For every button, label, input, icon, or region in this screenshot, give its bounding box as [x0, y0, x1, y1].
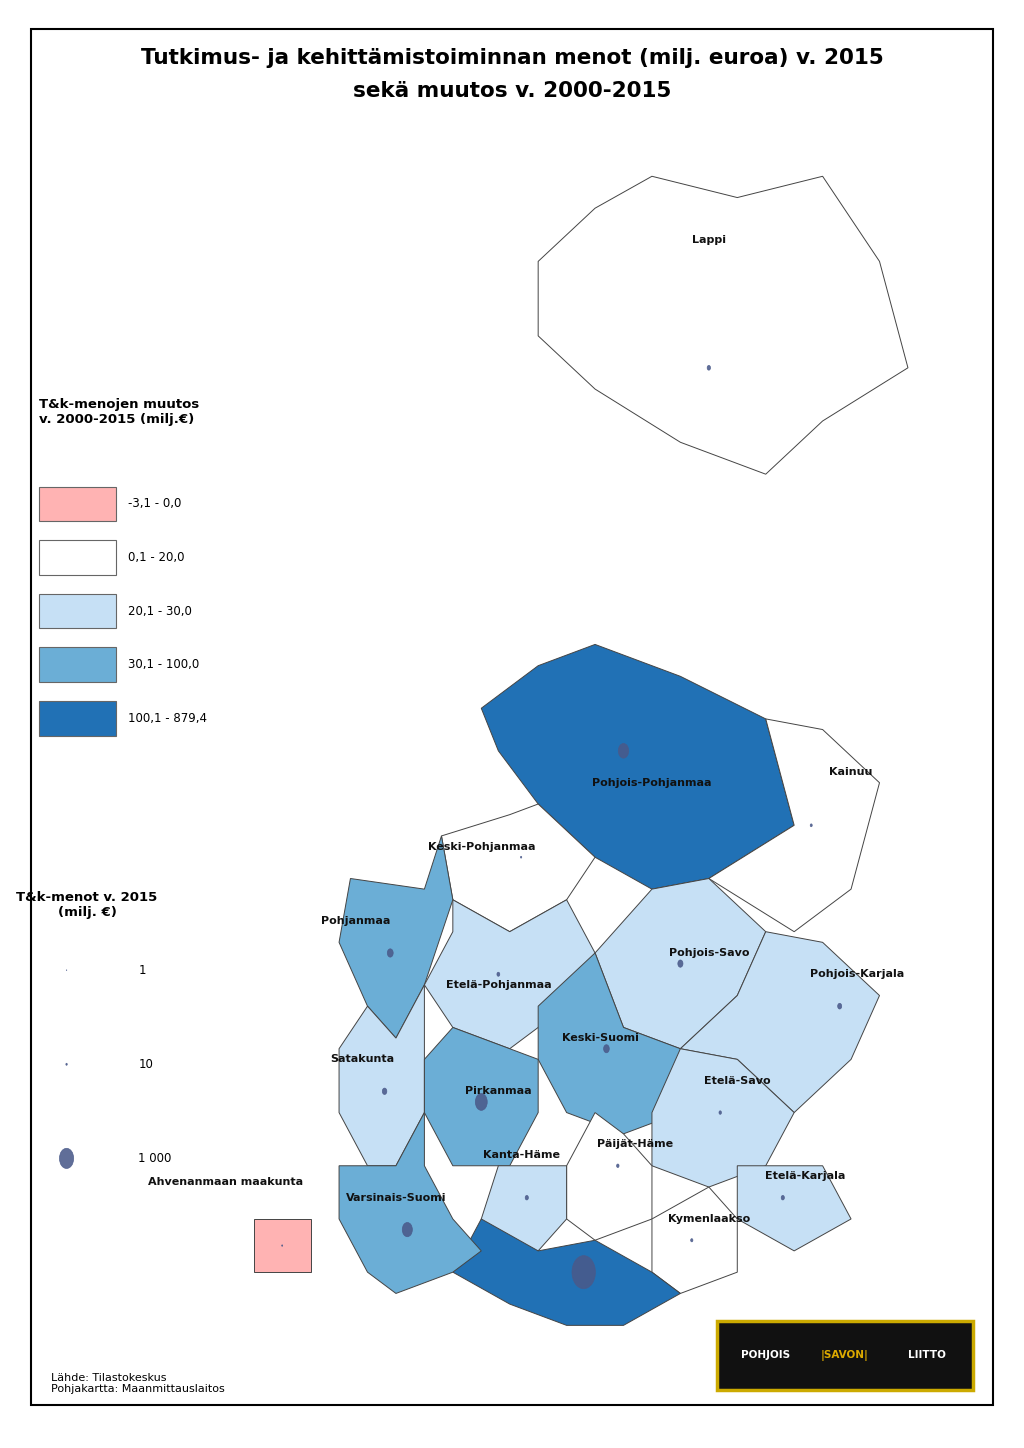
Text: Lähde: Tilastokeskus
Pohjakartta: Maanmittauslaitos: Lähde: Tilastokeskus Pohjakartta: Maanmi… [51, 1373, 225, 1394]
Text: Kymenlaakso: Kymenlaakso [668, 1213, 750, 1224]
Text: T&k-menojen muutos
v. 2000-2015 (milj.€): T&k-menojen muutos v. 2000-2015 (milj.€) [39, 398, 199, 426]
FancyBboxPatch shape [39, 487, 116, 521]
FancyBboxPatch shape [39, 647, 116, 682]
Polygon shape [566, 1112, 652, 1241]
Circle shape [497, 972, 500, 976]
FancyBboxPatch shape [39, 594, 116, 628]
Circle shape [572, 1255, 595, 1289]
FancyBboxPatch shape [717, 1321, 973, 1390]
Text: POHJOIS: POHJOIS [741, 1351, 791, 1360]
Polygon shape [680, 931, 880, 1112]
Circle shape [719, 1111, 722, 1115]
Polygon shape [339, 985, 424, 1166]
Text: Satakunta: Satakunta [330, 1054, 394, 1064]
Polygon shape [737, 1166, 851, 1251]
Text: 10: 10 [138, 1058, 154, 1070]
Text: Pohjois-Savo: Pohjois-Savo [669, 948, 750, 959]
Text: Etelä-Karjala: Etelä-Karjala [765, 1171, 846, 1182]
Circle shape [781, 1196, 784, 1200]
Text: Pohjois-Pohjanmaa: Pohjois-Pohjanmaa [592, 778, 712, 788]
Text: sekä muutos v. 2000-2015: sekä muutos v. 2000-2015 [353, 81, 671, 101]
Text: Ahvenanmaan maakunta: Ahvenanmaan maakunta [147, 1177, 303, 1187]
Text: Etelä-Pohjanmaa: Etelä-Pohjanmaa [445, 980, 551, 990]
Circle shape [525, 1196, 528, 1200]
Text: Tutkimus- ja kehittämistoiminnan menot (milj. euroa) v. 2015: Tutkimus- ja kehittämistoiminnan menot (… [140, 48, 884, 68]
Circle shape [66, 1063, 68, 1066]
Circle shape [402, 1222, 413, 1237]
Circle shape [603, 1044, 609, 1053]
Circle shape [387, 948, 393, 957]
Polygon shape [652, 1187, 737, 1293]
Text: Kainuu: Kainuu [829, 767, 872, 778]
Circle shape [838, 1003, 842, 1009]
Text: Keski-Pohjanmaa: Keski-Pohjanmaa [428, 841, 535, 851]
Polygon shape [539, 177, 908, 473]
Text: 0,1 - 20,0: 0,1 - 20,0 [128, 552, 184, 563]
Polygon shape [481, 1166, 566, 1251]
Circle shape [59, 1148, 74, 1169]
Text: 100,1 - 879,4: 100,1 - 879,4 [128, 712, 207, 724]
Text: Pohjanmaa: Pohjanmaa [322, 917, 391, 927]
Circle shape [810, 824, 812, 827]
Circle shape [708, 365, 711, 371]
Polygon shape [709, 718, 880, 931]
Circle shape [520, 856, 522, 859]
Polygon shape [254, 1219, 310, 1273]
Text: Pirkanmaa: Pirkanmaa [465, 1086, 531, 1096]
Text: Pohjois-Karjala: Pohjois-Karjala [810, 969, 904, 979]
Circle shape [678, 960, 683, 967]
Polygon shape [652, 1048, 795, 1187]
FancyBboxPatch shape [39, 540, 116, 575]
Circle shape [690, 1238, 693, 1242]
FancyBboxPatch shape [39, 701, 116, 736]
Text: Keski-Suomi: Keski-Suomi [562, 1032, 639, 1043]
Polygon shape [539, 953, 680, 1134]
Circle shape [382, 1087, 387, 1095]
Text: Etelä-Savo: Etelä-Savo [703, 1076, 771, 1086]
Text: LIITTO: LIITTO [908, 1351, 945, 1360]
Circle shape [616, 1164, 620, 1167]
Text: Lappi: Lappi [692, 235, 726, 245]
Polygon shape [453, 1219, 680, 1325]
Polygon shape [424, 899, 595, 1048]
Text: -3,1 - 0,0: -3,1 - 0,0 [128, 498, 181, 510]
Polygon shape [339, 835, 453, 1038]
Text: 1 000: 1 000 [138, 1153, 172, 1164]
Text: T&k-menot v. 2015
(milj. €): T&k-menot v. 2015 (milj. €) [16, 891, 158, 918]
Text: Päijät-Häme: Päijät-Häme [597, 1140, 673, 1150]
Circle shape [618, 743, 629, 759]
Text: Kanta-Häme: Kanta-Häme [482, 1150, 559, 1160]
Polygon shape [481, 644, 795, 889]
Polygon shape [339, 1112, 481, 1293]
Circle shape [475, 1093, 487, 1111]
Text: 20,1 - 30,0: 20,1 - 30,0 [128, 605, 191, 617]
Text: 1: 1 [138, 964, 145, 976]
Text: |SAVON|: |SAVON| [821, 1350, 868, 1361]
Polygon shape [595, 879, 766, 1048]
Polygon shape [424, 1028, 539, 1166]
Text: Varsinais-Suomi: Varsinais-Suomi [346, 1193, 446, 1203]
Text: 30,1 - 100,0: 30,1 - 100,0 [128, 659, 200, 670]
Polygon shape [441, 804, 595, 931]
